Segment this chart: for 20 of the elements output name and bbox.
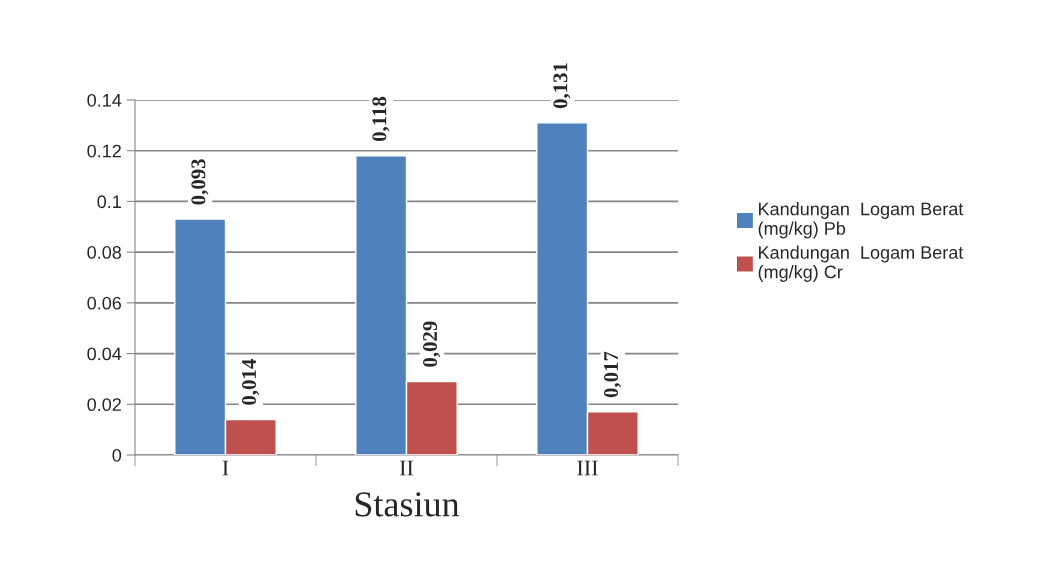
y-tick-label: 0.08 [87, 246, 122, 259]
x-tick-label: I [222, 460, 229, 476]
x-tick-label: II [399, 460, 414, 476]
y-tick-label: 0.06 [87, 296, 122, 310]
legend-label: Kandungan Logam Berat (mg/kg) Cr [758, 245, 964, 282]
y-tick-label: 0.04 [87, 347, 122, 361]
data-label: 0,131 [553, 63, 571, 109]
y-tick-label: 0.14 [87, 93, 122, 107]
data-label: 0,093 [191, 159, 209, 205]
y-tick-label: 0 [112, 448, 122, 462]
data-label: 0,029 [423, 321, 441, 367]
x-axis-title: Stasiun [355, 492, 460, 517]
y-tick-label: 0.02 [87, 398, 121, 412]
data-label: 0,017 [604, 351, 622, 398]
data-label: 0,014 [242, 359, 260, 405]
data-label: 0,118 [372, 96, 390, 142]
y-tick-label: 0.1 [97, 195, 121, 209]
x-tick-label: III [577, 460, 598, 476]
y-tick-label: 0.12 [87, 144, 121, 158]
legend-label: Kandungan Logam Berat (mg/kg) Pb [758, 202, 964, 239]
